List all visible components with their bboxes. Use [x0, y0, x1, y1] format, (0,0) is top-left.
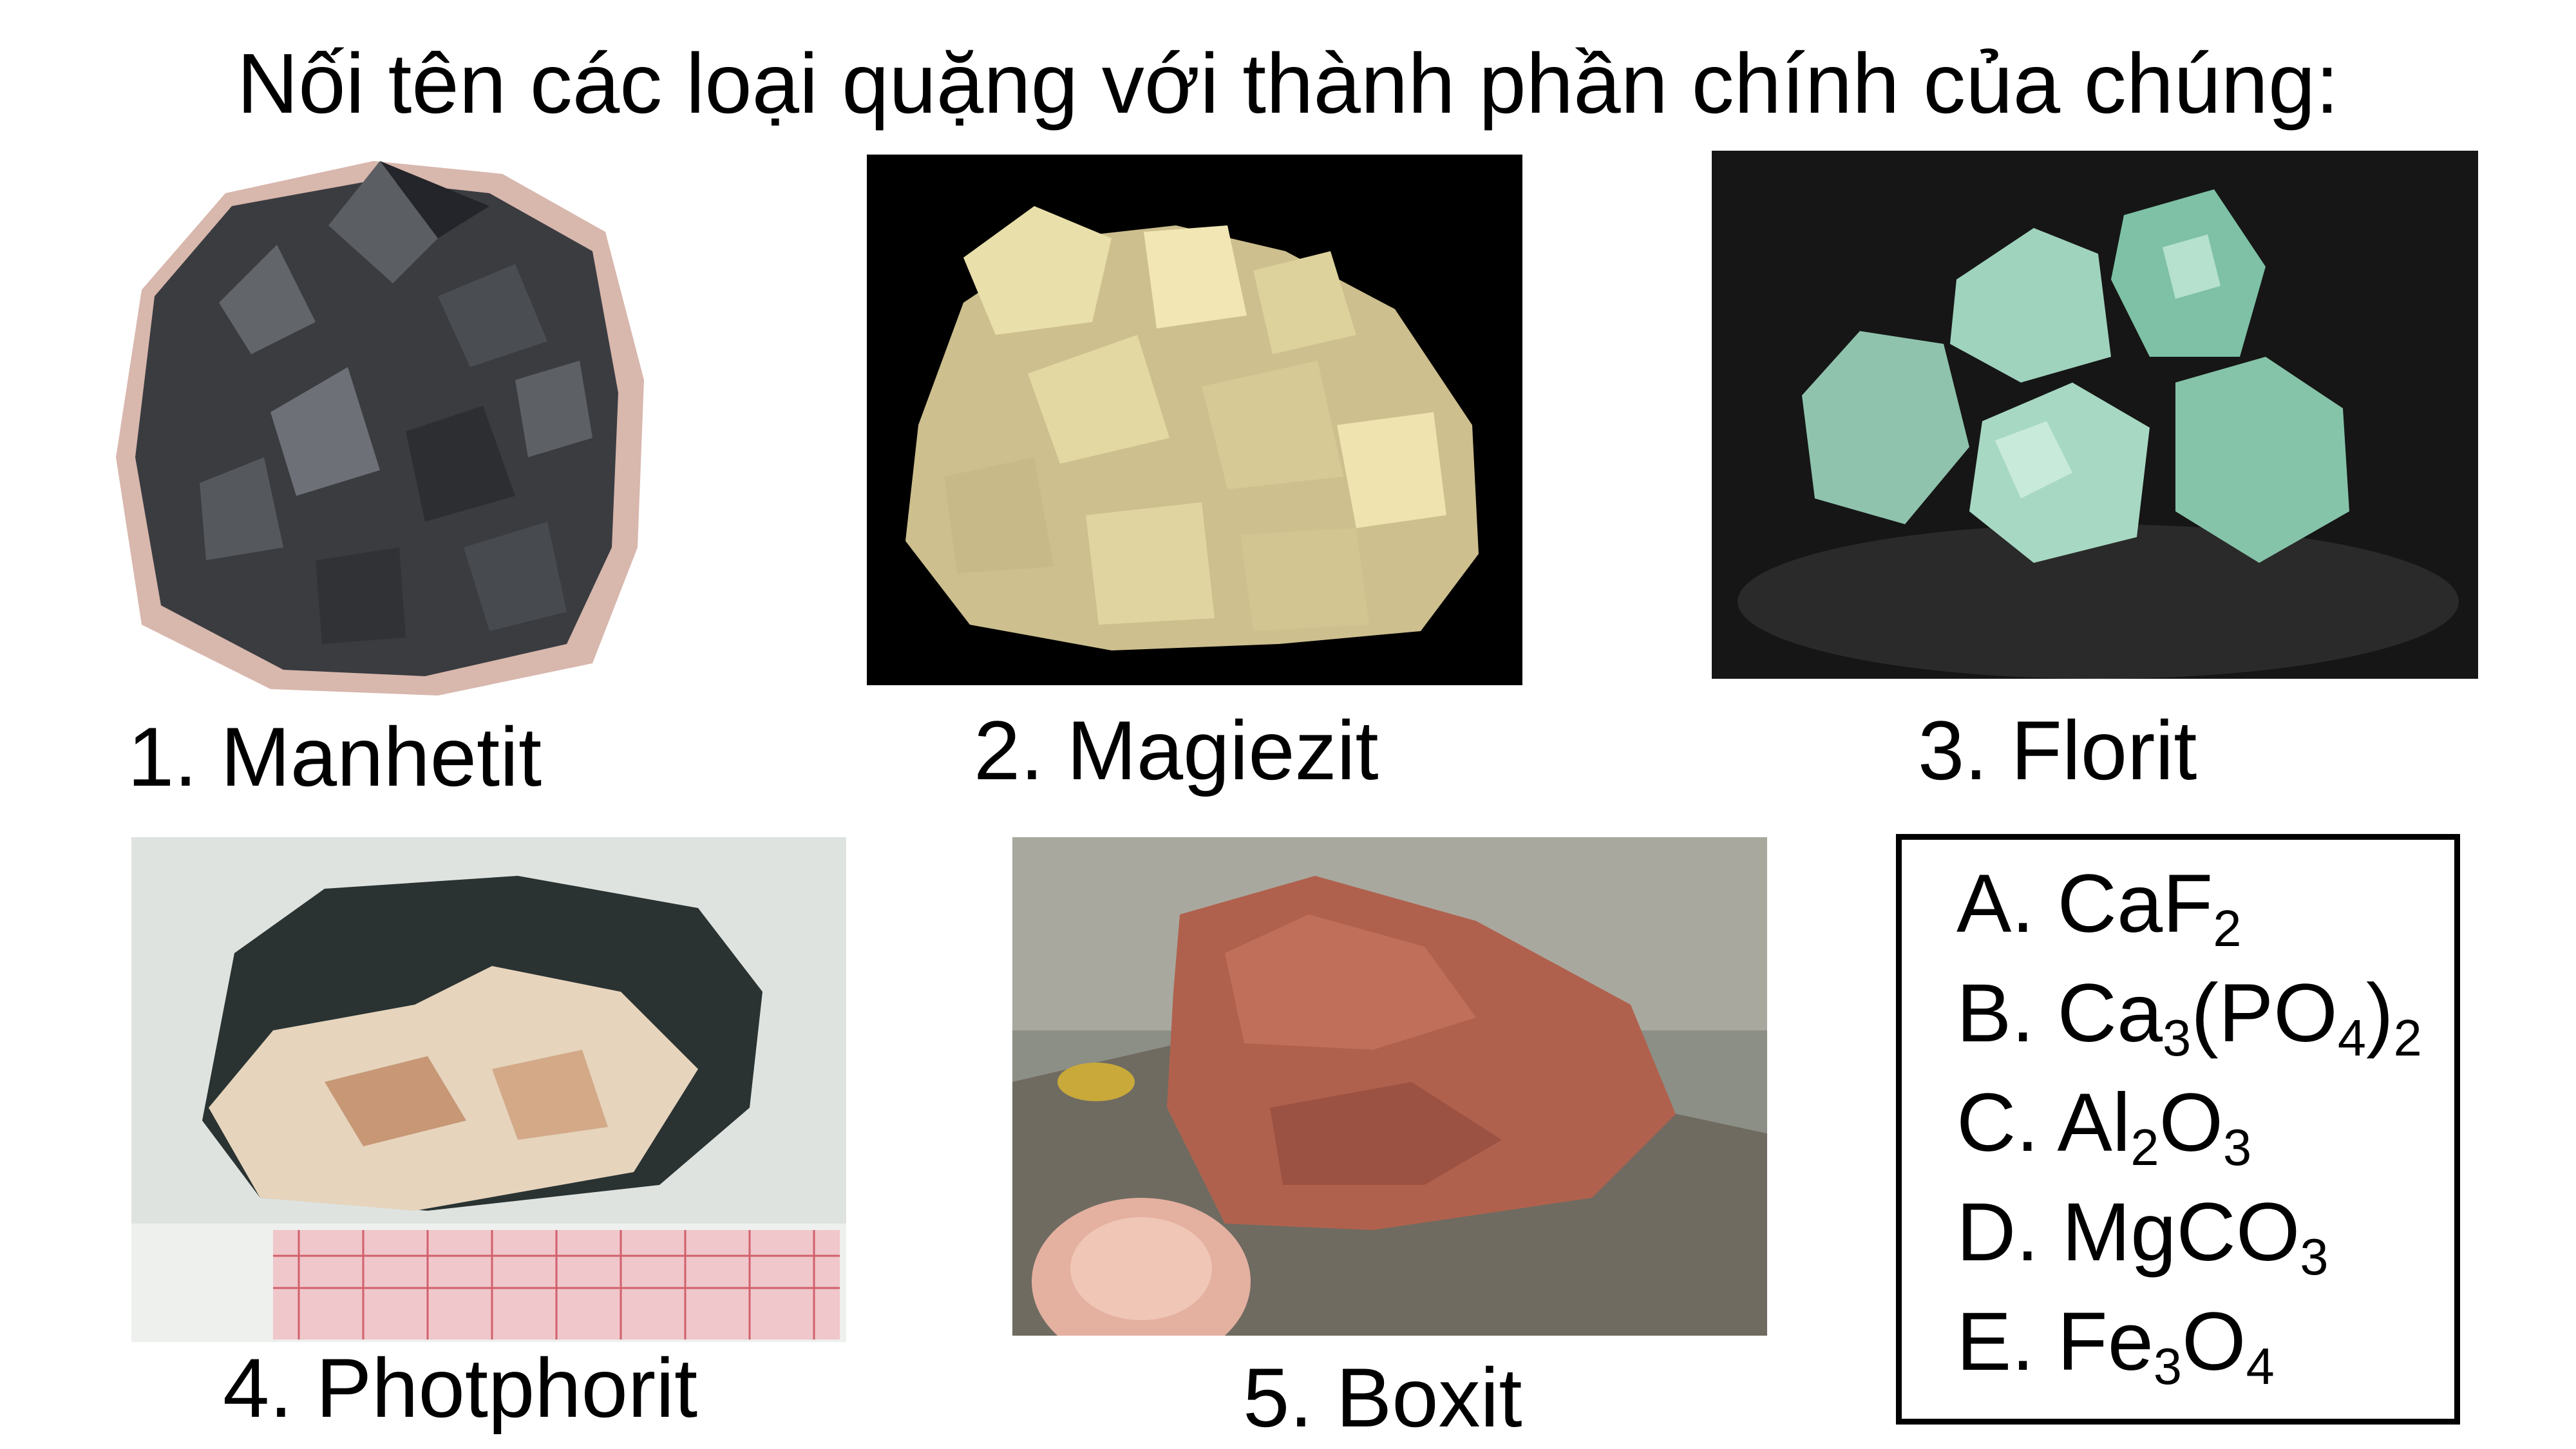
answer-e: E. Fe3O4: [1956, 1291, 2275, 1394]
ore-label-photphorit: 4. Photphorit: [223, 1341, 698, 1435]
answer-formula: Al2O3: [2057, 1077, 2252, 1177]
magiezit-photo: [867, 155, 1522, 685]
ore-label-florit: 3. Florit: [1918, 703, 2197, 797]
answer-letter: E.: [1956, 1296, 2034, 1388]
answer-letter: C.: [1956, 1077, 2039, 1169]
answer-formula: Ca3(PO4)2: [2057, 967, 2422, 1067]
ore-label-manhetit: 1. Manhetit: [128, 710, 542, 804]
florit-photo: [1712, 151, 2478, 679]
page-title: Nối tên các loại quặng với thành phần ch…: [236, 36, 2340, 131]
answer-letter: D.: [1956, 1186, 2039, 1278]
answer-c: C. Al2O3: [1956, 1072, 2251, 1175]
answer-formula: Fe3O4: [2057, 1296, 2275, 1396]
answer-letter: A.: [1956, 858, 2034, 950]
boxit-photo: [1012, 837, 1767, 1336]
answer-a: A. CaF2: [1956, 853, 2241, 956]
manhetit-photo: [103, 135, 657, 702]
answer-letter: B.: [1956, 967, 2034, 1059]
answer-d: D. MgCO3: [1956, 1181, 2329, 1284]
answer-formula: CaF2: [2057, 858, 2242, 958]
ore-label-magiezit: 2. Magiezit: [974, 703, 1379, 797]
answer-formula: MgCO3: [2061, 1186, 2329, 1286]
ore-label-boxit: 5. Boxit: [1243, 1350, 1522, 1444]
answer-box: A. CaF2 B. Ca3(PO4)2 C. Al2O3 D. MgCO3 E…: [1896, 834, 2460, 1425]
photphorit-photo: [131, 837, 846, 1342]
answer-b: B. Ca3(PO4)2: [1956, 962, 2422, 1065]
